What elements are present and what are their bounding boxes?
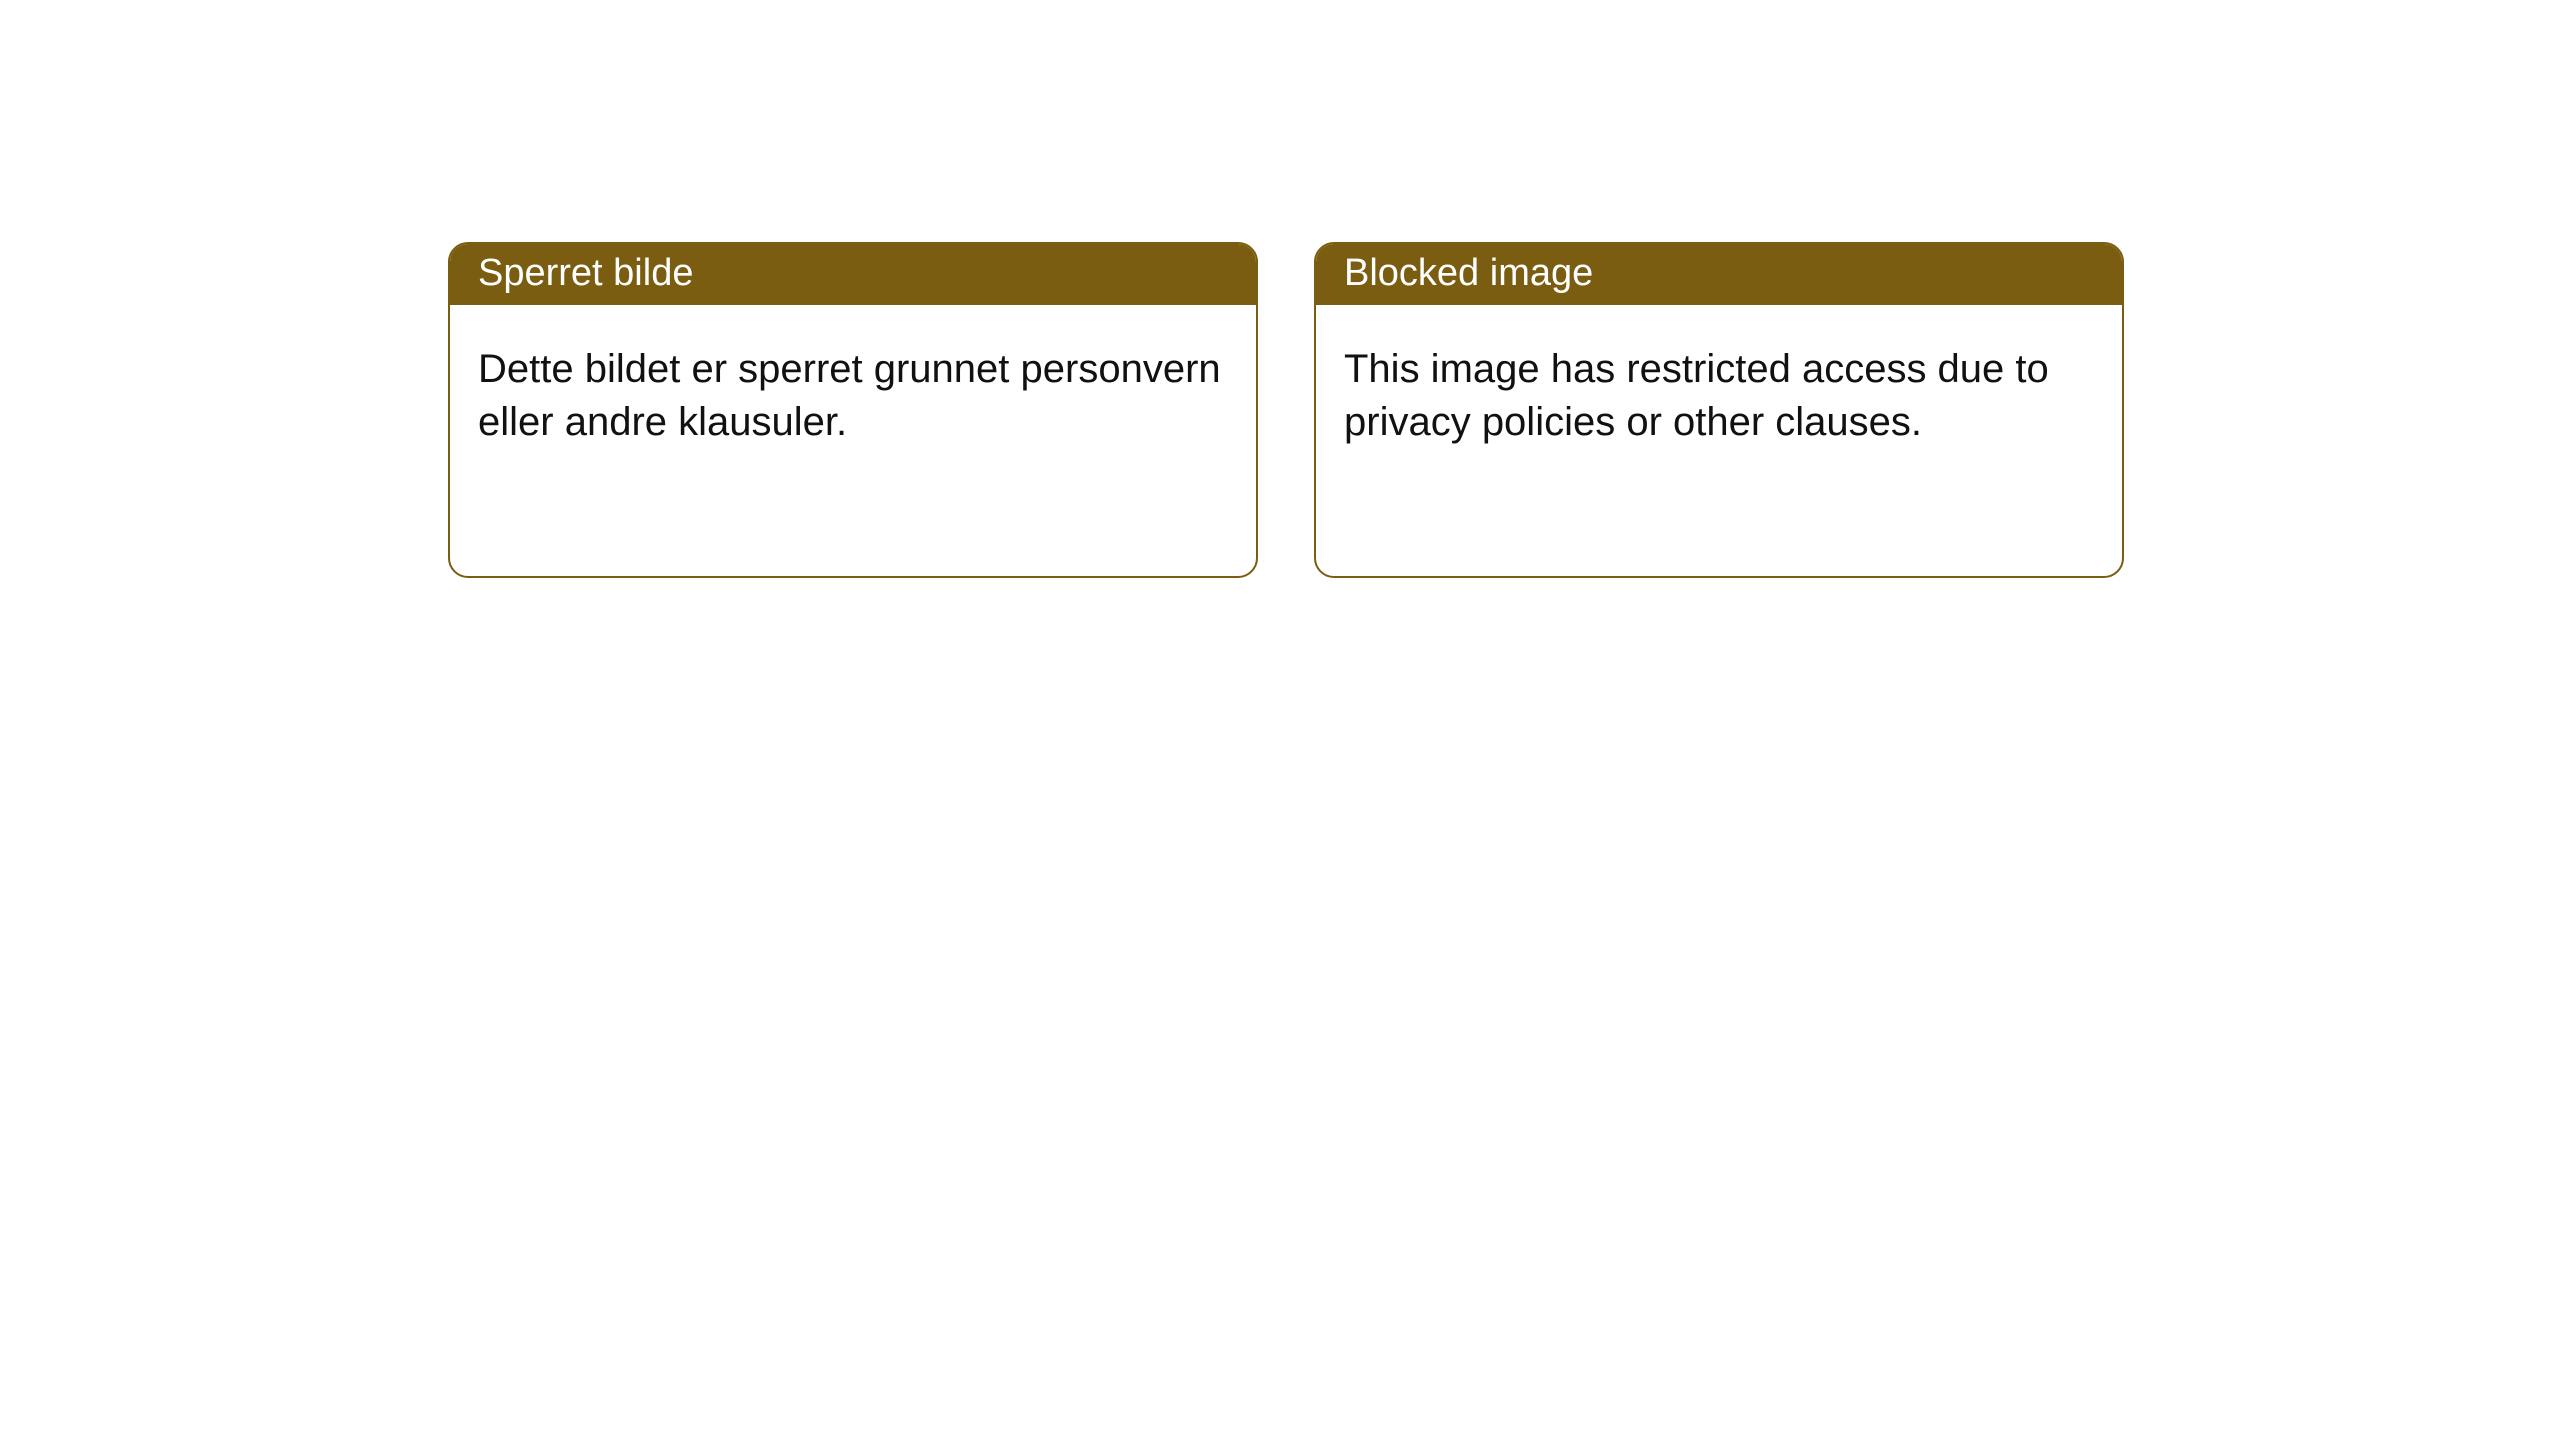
card-body: This image has restricted access due to … — [1316, 305, 2122, 477]
notice-card-english: Blocked image This image has restricted … — [1314, 242, 2124, 578]
notice-card-norwegian: Sperret bilde Dette bildet er sperret gr… — [448, 242, 1258, 578]
card-header: Blocked image — [1316, 244, 2122, 305]
notice-container: Sperret bilde Dette bildet er sperret gr… — [0, 0, 2560, 578]
card-body: Dette bildet er sperret grunnet personve… — [450, 305, 1256, 477]
card-header: Sperret bilde — [450, 244, 1256, 305]
